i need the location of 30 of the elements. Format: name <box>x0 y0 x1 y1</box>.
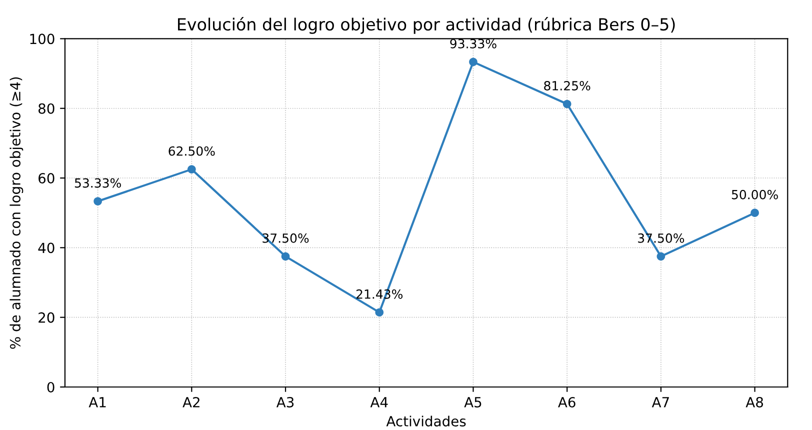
point <box>281 252 290 261</box>
x-tick-label: A8 <box>746 396 764 408</box>
data-label: 53.33% <box>74 178 121 188</box>
x-tick-label: A7 <box>652 397 669 408</box>
y-tick-label: 0 <box>47 382 54 392</box>
x-axis-title: Actividades <box>386 416 466 426</box>
x-tick-label: A5 <box>464 397 482 408</box>
data-label: 50.00% <box>732 190 778 200</box>
point <box>562 100 572 108</box>
y-axis-title: % de alumnado con logro objetivo (≥4) <box>10 77 24 349</box>
point <box>750 208 759 218</box>
x-tick-label: A6 <box>558 396 576 408</box>
data-label: 62.50% <box>168 146 215 156</box>
point <box>656 252 666 261</box>
data-label: 93.33% <box>450 38 496 48</box>
x-tick-label: A2 <box>182 396 200 408</box>
y-tick-label: 60 <box>38 172 54 184</box>
y-tick-label: 80 <box>38 103 54 114</box>
point <box>187 165 196 174</box>
x-tick-label: A4 <box>370 397 388 408</box>
point <box>94 197 102 206</box>
point <box>375 308 384 317</box>
y-tick-label: 20 <box>38 312 54 323</box>
chart-title: Evolución del logro objetivo por actividad (rúbrica Bers 0–5) <box>178 17 675 34</box>
x-tick-label: A1 <box>88 397 106 408</box>
x-tick-label: A3 <box>276 396 294 408</box>
y-tick-label: 100 <box>30 34 54 44</box>
data-label: 81.25% <box>544 81 590 90</box>
point <box>469 58 478 66</box>
y-tick-label: 40 <box>38 242 54 254</box>
